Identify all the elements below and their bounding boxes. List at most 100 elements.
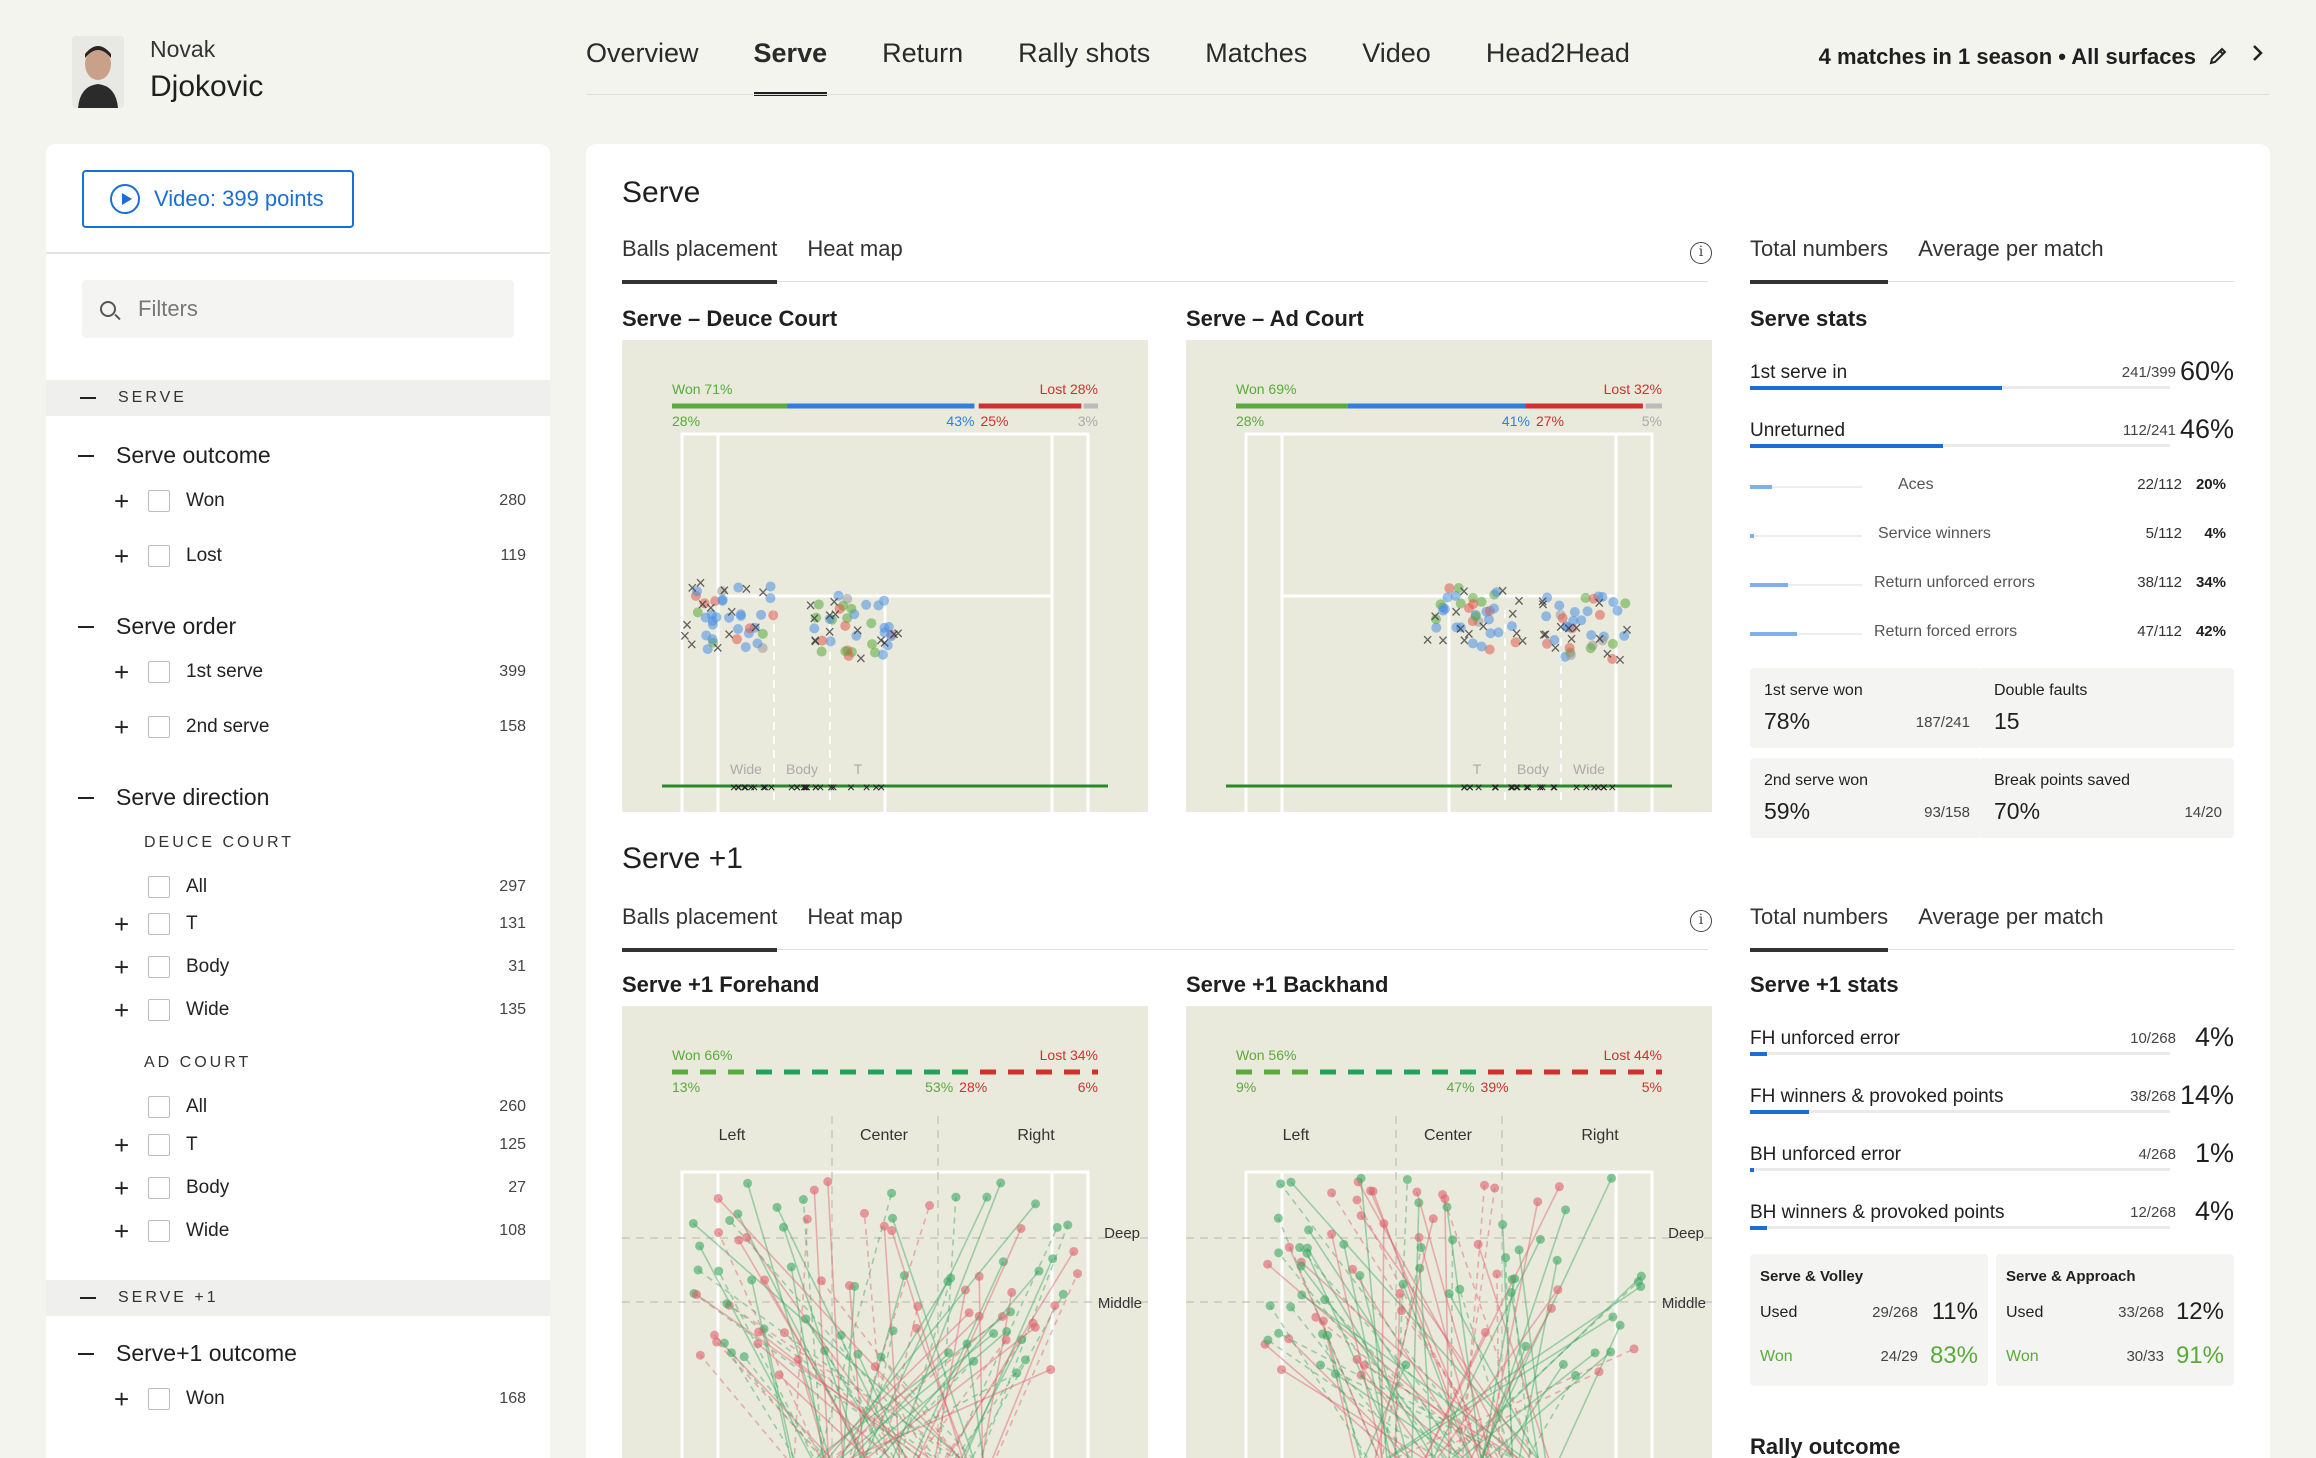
- expand-icon[interactable]: +: [114, 712, 130, 742]
- serve-landing-point: [700, 612, 711, 623]
- section-serve-plus1[interactable]: SERVE +1: [46, 1280, 550, 1316]
- expand-icon[interactable]: +: [114, 995, 130, 1025]
- group-serve-plus1-outcome[interactable]: Serve+1 outcome: [78, 1340, 297, 1367]
- deuce-court-chart[interactable]: Won 71% Lost 28% 28% 43% 25% 3% Wide Body T × × × × ×…: [622, 340, 1148, 812]
- info-icon[interactable]: i: [1690, 242, 1712, 264]
- serve-landing-point: [691, 586, 702, 597]
- stat-aces: Aces 22/112 20%: [1750, 474, 2234, 504]
- section-serve[interactable]: SERVE: [46, 380, 550, 416]
- server-position-mark: ×: [812, 779, 820, 795]
- server-position-mark: ×: [1492, 779, 1500, 795]
- expand-icon[interactable]: +: [114, 1173, 130, 1203]
- info-icon[interactable]: i: [1690, 910, 1712, 932]
- shot-landing-point: [733, 1209, 743, 1219]
- checkbox[interactable]: [148, 661, 170, 683]
- tab-total-numbers[interactable]: Total numbers: [1750, 236, 1889, 284]
- expand-icon[interactable]: +: [114, 486, 130, 516]
- expand-icon[interactable]: +: [114, 1384, 130, 1414]
- expand-icon[interactable]: +: [114, 657, 130, 687]
- filter-ad-body[interactable]: + Body 27: [114, 1173, 526, 1203]
- checkbox[interactable]: [148, 545, 170, 567]
- checkbox[interactable]: [148, 1388, 170, 1410]
- filter-first-serve[interactable]: + 1st serve 399: [114, 657, 526, 687]
- court-outline: [1244, 432, 1654, 812]
- video-points-button[interactable]: Video: 399 points: [82, 170, 354, 228]
- serve-plus1-view-tabs: Balls placement Heat map: [622, 904, 1708, 952]
- direction-label: Right: [1017, 1127, 1055, 1144]
- expand-icon[interactable]: +: [114, 909, 130, 939]
- shot-landing-point: [1607, 1173, 1617, 1183]
- expand-icon[interactable]: +: [114, 1216, 130, 1246]
- filter-serve-lost[interactable]: + Lost 119: [114, 541, 526, 571]
- checkbox[interactable]: [148, 1134, 170, 1156]
- filter-deuce-body[interactable]: + Body 31: [114, 952, 526, 982]
- shot-landing-point: [816, 1276, 826, 1286]
- tab-heat-map[interactable]: Heat map: [807, 904, 903, 929]
- forehand-court-chart[interactable]: Won 66% Lost 34% 13% 53% 28% 6% Left Center Righ…: [622, 1006, 1148, 1458]
- expand-icon[interactable]: +: [114, 1130, 130, 1160]
- checkbox[interactable]: [148, 999, 170, 1021]
- checkbox[interactable]: [148, 1220, 170, 1242]
- tab-average-per-match[interactable]: Average per match: [1918, 904, 2104, 929]
- tab-return[interactable]: Return: [882, 38, 964, 68]
- filter-second-serve[interactable]: + 2nd serve 158: [114, 712, 526, 742]
- filter-ad-t[interactable]: + T 125: [114, 1130, 526, 1160]
- chevron-right-icon[interactable]: [2248, 40, 2268, 73]
- tab-total-numbers[interactable]: Total numbers: [1750, 904, 1889, 952]
- shot-trajectory: [938, 1197, 957, 1458]
- checkbox[interactable]: [148, 876, 170, 898]
- tab-overview[interactable]: Overview: [586, 38, 699, 68]
- shot-landing-point: [989, 1328, 999, 1338]
- filter-ad-all[interactable]: All 260: [114, 1092, 526, 1122]
- checkbox[interactable]: [148, 716, 170, 738]
- filter-deuce-all[interactable]: All 297: [114, 872, 526, 902]
- tab-balls-placement[interactable]: Balls placement: [622, 236, 778, 284]
- shot-trajectory: [1334, 1373, 1460, 1458]
- serve-plus1-section-title: Serve +1: [622, 842, 743, 875]
- tab-video[interactable]: Video: [1362, 38, 1431, 68]
- shot-trajectory: [717, 1270, 815, 1458]
- shot-trajectory: [842, 1286, 856, 1458]
- tab-heat-map[interactable]: Heat map: [807, 236, 903, 261]
- checkbox[interactable]: [148, 1177, 170, 1199]
- backhand-court-chart[interactable]: Won 56% Lost 44% 9% 47% 39% 5% Left Center Right…: [1186, 1006, 1712, 1458]
- serve-landing-point: [1506, 621, 1517, 632]
- stat-fraction: 12/268: [2130, 1204, 2176, 1221]
- shot-trajectory: [1369, 1190, 1483, 1458]
- tab-serve[interactable]: Serve: [753, 38, 827, 96]
- shot-trajectory: [1501, 1224, 1514, 1458]
- filter-deuce-wide[interactable]: + Wide 135: [114, 995, 526, 1025]
- direction-label: Left: [1283, 1127, 1310, 1144]
- shot-trajectory: [1356, 1199, 1488, 1458]
- expand-icon[interactable]: +: [114, 541, 130, 571]
- shot-trajectory: [1381, 1247, 1422, 1458]
- edit-icon[interactable]: [2208, 44, 2230, 72]
- checkbox[interactable]: [148, 1096, 170, 1118]
- group-serve-outcome[interactable]: Serve outcome: [78, 442, 271, 469]
- serve-fault-mark: ×: [727, 602, 738, 622]
- tab-average-per-match[interactable]: Average per match: [1918, 236, 2104, 261]
- kpi-value: 59%: [1764, 798, 1811, 824]
- shot-landing-point: [1402, 1174, 1412, 1184]
- group-serve-direction[interactable]: Serve direction: [78, 784, 269, 811]
- checkbox[interactable]: [148, 913, 170, 935]
- ad-court-chart[interactable]: Won 69% Lost 32% 28% 41% 27% 5% T Body Wide × × × × ×…: [1186, 340, 1712, 812]
- expand-icon[interactable]: +: [114, 952, 130, 982]
- tab-head2head[interactable]: Head2Head: [1485, 38, 1630, 68]
- checkbox[interactable]: [148, 490, 170, 512]
- tab-matches[interactable]: Matches: [1205, 38, 1308, 68]
- filter-serve-won[interactable]: + Won 280: [114, 486, 526, 516]
- shot-trajectory: [1441, 1194, 1534, 1458]
- filter-serve-plus1-won[interactable]: + Won 168: [114, 1384, 526, 1414]
- server-position-mark: ×: [863, 779, 871, 795]
- season-filter[interactable]: 4 matches in 1 season • All surfaces: [1818, 44, 2196, 69]
- tab-rally-shots[interactable]: Rally shots: [1018, 38, 1151, 68]
- checkbox[interactable]: [148, 956, 170, 978]
- shot-landing-point: [1031, 1199, 1041, 1209]
- stat-track: [1750, 535, 1862, 537]
- filter-ad-wide[interactable]: + Wide 108: [114, 1216, 526, 1246]
- tab-balls-placement[interactable]: Balls placement: [622, 904, 778, 952]
- filter-deuce-t[interactable]: + T 131: [114, 909, 526, 939]
- group-serve-order[interactable]: Serve order: [78, 613, 236, 640]
- filter-search-input[interactable]: [138, 296, 478, 322]
